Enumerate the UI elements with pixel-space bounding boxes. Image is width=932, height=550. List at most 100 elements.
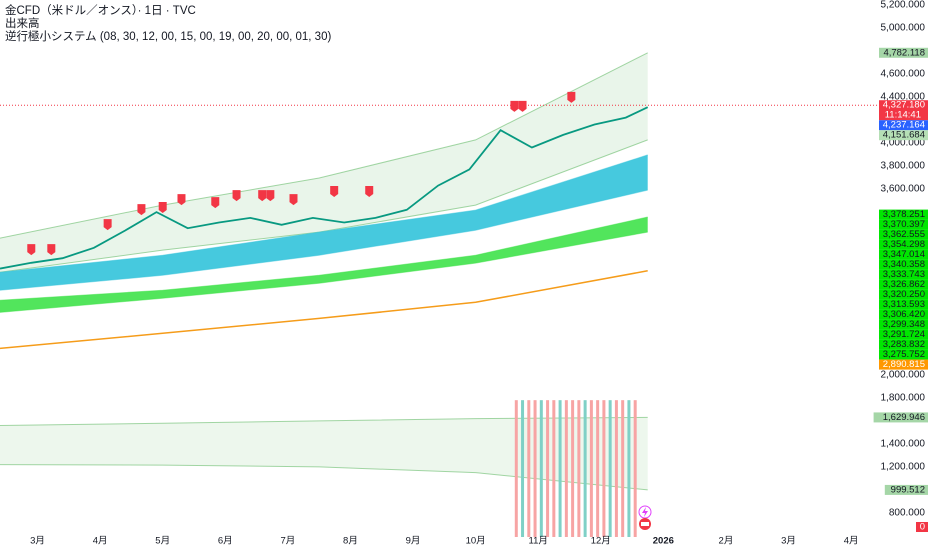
y-tick-label: 4,600.000	[881, 68, 926, 79]
price-label-box	[879, 249, 928, 260]
band-fill	[0, 417, 648, 490]
y-tick-label: 1,800.000	[881, 393, 926, 404]
price-label: 3,313.593	[883, 299, 925, 310]
chart-title: 金CFD（米ドル／オンス）· 1日 · TVC	[5, 3, 196, 17]
band-fill	[0, 52, 648, 273]
price-label: 3,333.743	[883, 269, 925, 280]
y-tick-label: 1,200.000	[881, 462, 926, 473]
y-tick-label: 5,200.000	[881, 0, 926, 10]
signal-flag	[258, 190, 267, 202]
event-icon-glyph	[641, 522, 649, 526]
price-label: 1,629.946	[883, 412, 925, 423]
ma-line	[0, 270, 648, 350]
volume-bar	[621, 400, 625, 537]
price-label: 4,237.164	[883, 120, 925, 131]
x-tick-label: 10月	[466, 536, 486, 547]
volume-bar	[533, 400, 537, 537]
volume-bar	[614, 400, 618, 537]
signal-flag	[177, 194, 186, 206]
x-tick-label: 8月	[343, 536, 358, 547]
price-label: 3,326.862	[883, 279, 925, 290]
x-tick-label: 2026	[653, 536, 674, 547]
signal-flag	[365, 186, 374, 198]
price-label-box	[879, 120, 928, 131]
price-label: 4,327.180	[883, 100, 925, 111]
price-line	[0, 106, 649, 270]
price-label-box	[879, 359, 928, 370]
x-tick-label: 4月	[93, 536, 108, 547]
price-label: 3,306.420	[883, 309, 925, 320]
volume-bar	[514, 400, 518, 537]
band-upper	[0, 216, 648, 301]
volume-bar	[527, 400, 531, 537]
signal-flag	[510, 100, 519, 112]
price-label-box	[873, 412, 928, 423]
signal-flag	[567, 91, 576, 103]
volume-bar	[546, 400, 550, 537]
price-label: 3,362.555	[883, 229, 925, 240]
x-tick-label: 3月	[30, 536, 45, 547]
price-label: 3,275.752	[883, 349, 925, 360]
volume-bar	[539, 400, 543, 537]
price-label-box	[879, 339, 928, 350]
signal-flag	[27, 244, 36, 256]
volume-bar	[577, 400, 581, 537]
signal-flag	[137, 204, 146, 216]
x-tick-label: 4月	[844, 536, 859, 547]
price-label: 999.512	[891, 484, 925, 495]
volume-bar	[627, 400, 631, 537]
y-tick-label: 3,800.000	[881, 161, 926, 172]
signal-flag	[289, 194, 298, 206]
volume-bar	[583, 400, 587, 537]
band-upper	[0, 52, 648, 239]
x-tick-label: 3月	[781, 536, 796, 547]
price-label-box	[879, 309, 928, 320]
volume-bar	[558, 400, 562, 537]
price-label-box	[879, 209, 928, 220]
band-lower	[0, 189, 648, 291]
price-label-box	[879, 229, 928, 240]
x-tick-label: 6月	[218, 536, 233, 547]
event-icon-glyph	[642, 507, 648, 517]
signal-flag	[330, 186, 339, 198]
price-label: 4,151.684	[883, 130, 925, 141]
signal-flag	[158, 202, 167, 214]
price-label-box	[879, 299, 928, 310]
signal-flag	[103, 219, 112, 231]
volume-bar	[602, 400, 606, 537]
price-label: 4,782.118	[883, 47, 925, 58]
x-tick-label: 7月	[280, 536, 295, 547]
band-fill	[0, 154, 648, 291]
signal-flag	[47, 244, 56, 256]
y-tick-label: 3,600.000	[881, 184, 926, 195]
price-label: 3,299.348	[883, 319, 925, 330]
y-tick-label: 4,000.000	[881, 138, 926, 149]
price-label-box	[879, 329, 928, 340]
price-label: 3,340.358	[883, 259, 925, 270]
price-label-box	[879, 259, 928, 270]
price-label: 3,320.250	[883, 289, 925, 300]
signal-flag	[518, 100, 527, 112]
band-upper	[0, 154, 648, 273]
price-label-box	[879, 219, 928, 230]
indicator-title: 逆行極小システム (08, 30, 12, 00, 15, 00, 19, 00…	[5, 29, 331, 43]
y-tick-label: 800.000	[889, 507, 926, 518]
event-icons	[638, 505, 652, 530]
volume-bar	[589, 400, 593, 537]
volume-bar	[608, 400, 612, 537]
volume-bar	[633, 400, 637, 537]
band-lower	[0, 231, 648, 313]
price-axis: 5,200.000 5,000.000 4,600.000 4,400.000 4,00…	[873, 0, 928, 533]
volume-bar	[571, 400, 575, 537]
price-label: 3,354.298	[883, 239, 925, 250]
signal-flag	[211, 197, 220, 209]
price-label: 3,283.832	[883, 339, 925, 350]
band-upper	[0, 416, 648, 426]
x-tick-label: 2月	[719, 536, 734, 547]
price-label-box	[879, 47, 928, 58]
price-label: 3,378.251	[883, 209, 925, 220]
volume-bar	[552, 400, 556, 537]
x-tick-label: 12月	[591, 536, 611, 547]
